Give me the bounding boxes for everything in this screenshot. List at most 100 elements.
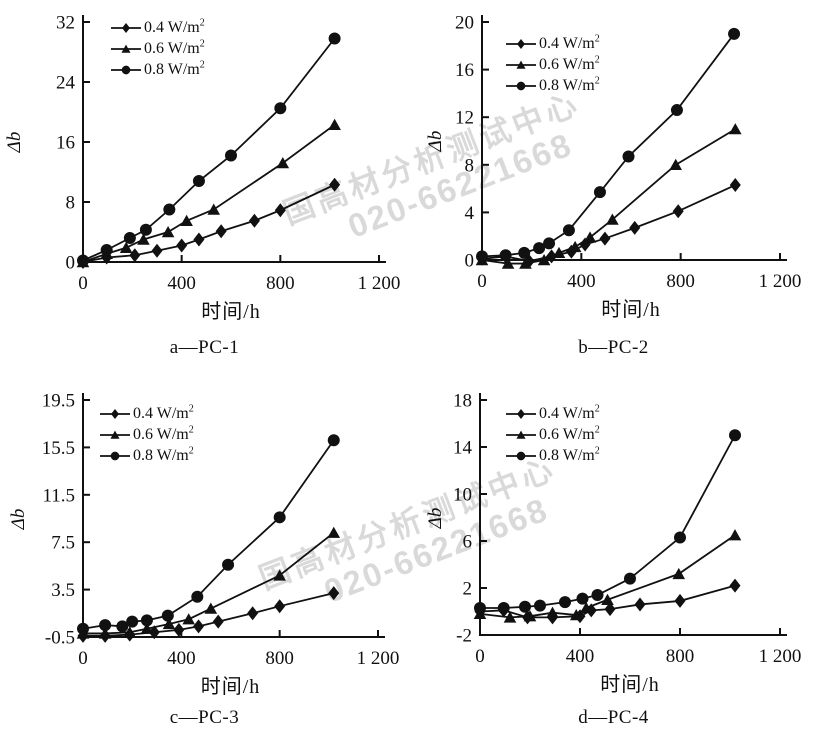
diamond-marker	[173, 622, 185, 637]
x-tick-label: 0	[475, 646, 485, 667]
legend-label: 0.4 W/m2	[133, 403, 194, 422]
diamond-marker	[604, 602, 616, 617]
circle-marker	[474, 601, 486, 614]
series-line	[479, 584, 736, 619]
chart-d-caption: d—PC-4	[578, 707, 649, 728]
y-tick-label: 12	[455, 108, 474, 129]
legend-item: 0.4 W/m2	[505, 403, 600, 424]
circle-marker	[576, 592, 589, 605]
x-ticks: 0 400 800 1 200	[475, 628, 801, 667]
diamond-marker	[274, 599, 286, 614]
circle-marker	[518, 246, 531, 259]
x-tick-label: 400	[167, 648, 196, 669]
x-tick-label: 400	[567, 271, 596, 292]
x-tick-label: 0	[78, 273, 88, 294]
chart-c-legend: 0.4 W/m2 0.6 W/m2 0.8 W/m2	[99, 403, 194, 466]
y-tick-label: 24	[56, 73, 76, 94]
circle-legend-icon	[100, 451, 130, 460]
circle-marker	[674, 531, 686, 544]
triangle-marker	[546, 606, 559, 618]
chart-c-canvas: -0.5 3.5 7.5 11.5 15.5 19.5 0 400 800 1 200	[42, 391, 400, 670]
chart-a-x-axis-label: 时间/h	[201, 301, 261, 323]
diamond-marker	[674, 593, 686, 608]
chart-d-y-axis-label: Δb	[425, 507, 446, 528]
triangle-marker	[569, 609, 583, 621]
y-ticks: 0 8 16 24 32	[56, 13, 90, 274]
triangle-marker	[161, 226, 175, 238]
circle-marker	[274, 102, 287, 115]
legend-label: 0.6 W/m2	[539, 54, 600, 73]
circle-marker	[77, 254, 89, 267]
circle-marker	[192, 175, 205, 187]
series-0.8-wm2	[476, 27, 741, 263]
diamond-marker	[517, 38, 525, 49]
legend-item: 0.8 W/m2	[505, 75, 600, 96]
chart-a-y-axis-label: Δb	[4, 131, 25, 153]
diamond-marker	[248, 213, 260, 228]
triangle-legend-icon	[111, 44, 141, 53]
triangle-marker	[523, 610, 537, 622]
circle-marker	[139, 223, 152, 236]
circle-marker	[116, 620, 129, 633]
circle-marker	[559, 596, 571, 609]
circle-marker	[328, 32, 341, 45]
legend-item: 0.4 W/m2	[110, 17, 205, 38]
chart-b-caption: b—PC-2	[578, 337, 649, 358]
circle-marker	[161, 609, 174, 622]
y-tick-label: 19.5	[42, 391, 75, 412]
series-line	[83, 532, 335, 635]
legend-item: 0.6 W/m2	[110, 38, 205, 59]
x-tick-label: 0	[477, 271, 487, 292]
diamond-marker	[151, 243, 163, 258]
x-tick-label: 400	[167, 273, 196, 294]
chart-d-x-axis-label: 时间/h	[600, 674, 660, 696]
triangle-marker	[273, 569, 286, 581]
legend-label: 0.8 W/m2	[539, 445, 600, 464]
legend-label: 0.6 W/m2	[133, 424, 194, 443]
circle-marker	[99, 619, 112, 632]
diamond-marker	[129, 248, 141, 263]
diamond-marker	[212, 614, 224, 629]
circle-marker	[624, 572, 636, 585]
circle-marker	[728, 27, 741, 40]
circle-marker	[591, 589, 604, 602]
circle-legend-icon	[111, 65, 141, 74]
series-line	[480, 434, 736, 609]
legend-item: 0.8 W/m2	[99, 445, 194, 466]
circle-marker	[222, 558, 235, 571]
circle-marker	[543, 237, 556, 250]
y-tick-label: 7.5	[51, 533, 75, 554]
diamond-marker	[672, 204, 684, 219]
legend-item: 0.4 W/m2	[505, 33, 600, 54]
y-tick-label: 4	[465, 203, 475, 224]
diamond-marker	[274, 203, 286, 218]
chart-panel-a: 0 8 16 24 32 0 400 800 1 200 Δb 0.4 W/m2 0.6 W/m2…	[0, 0, 409, 370]
circle-marker	[77, 622, 89, 635]
chart-d-legend: 0.4 W/m2 0.6 W/m2 0.8 W/m2	[505, 403, 600, 466]
series-0.8-wm2	[77, 434, 340, 635]
triangle-legend-icon	[506, 60, 536, 69]
y-ticks: 0 4 8 12 16 20	[455, 13, 489, 272]
diamond-marker	[629, 220, 641, 235]
chart-a-legend: 0.4 W/m2 0.6 W/m2 0.8 W/m2	[110, 17, 205, 80]
circle-marker	[593, 186, 606, 199]
y-tick-label: 14	[453, 438, 473, 459]
diamond-marker	[579, 237, 591, 252]
triangle-marker	[276, 157, 290, 169]
legend-item: 0.4 W/m2	[99, 403, 194, 424]
y-tick-label: 2	[463, 579, 473, 600]
chart-c-x-axis-label: 时间/h	[200, 676, 261, 698]
triangle-marker	[140, 622, 154, 634]
circle-marker	[140, 614, 153, 627]
triangle-marker	[503, 611, 517, 623]
triangle-marker	[98, 627, 112, 639]
diamond-marker	[111, 408, 119, 419]
y-tick-label: -2	[456, 626, 472, 647]
legend-label: 0.8 W/m2	[539, 75, 600, 94]
chart-a-canvas: 0 8 16 24 32 0 400 800 1 200	[56, 13, 400, 295]
series-line	[82, 124, 336, 263]
series-line	[82, 183, 335, 263]
legend-label: 0.4 W/m2	[539, 403, 600, 422]
diamond-legend-icon	[506, 408, 536, 419]
